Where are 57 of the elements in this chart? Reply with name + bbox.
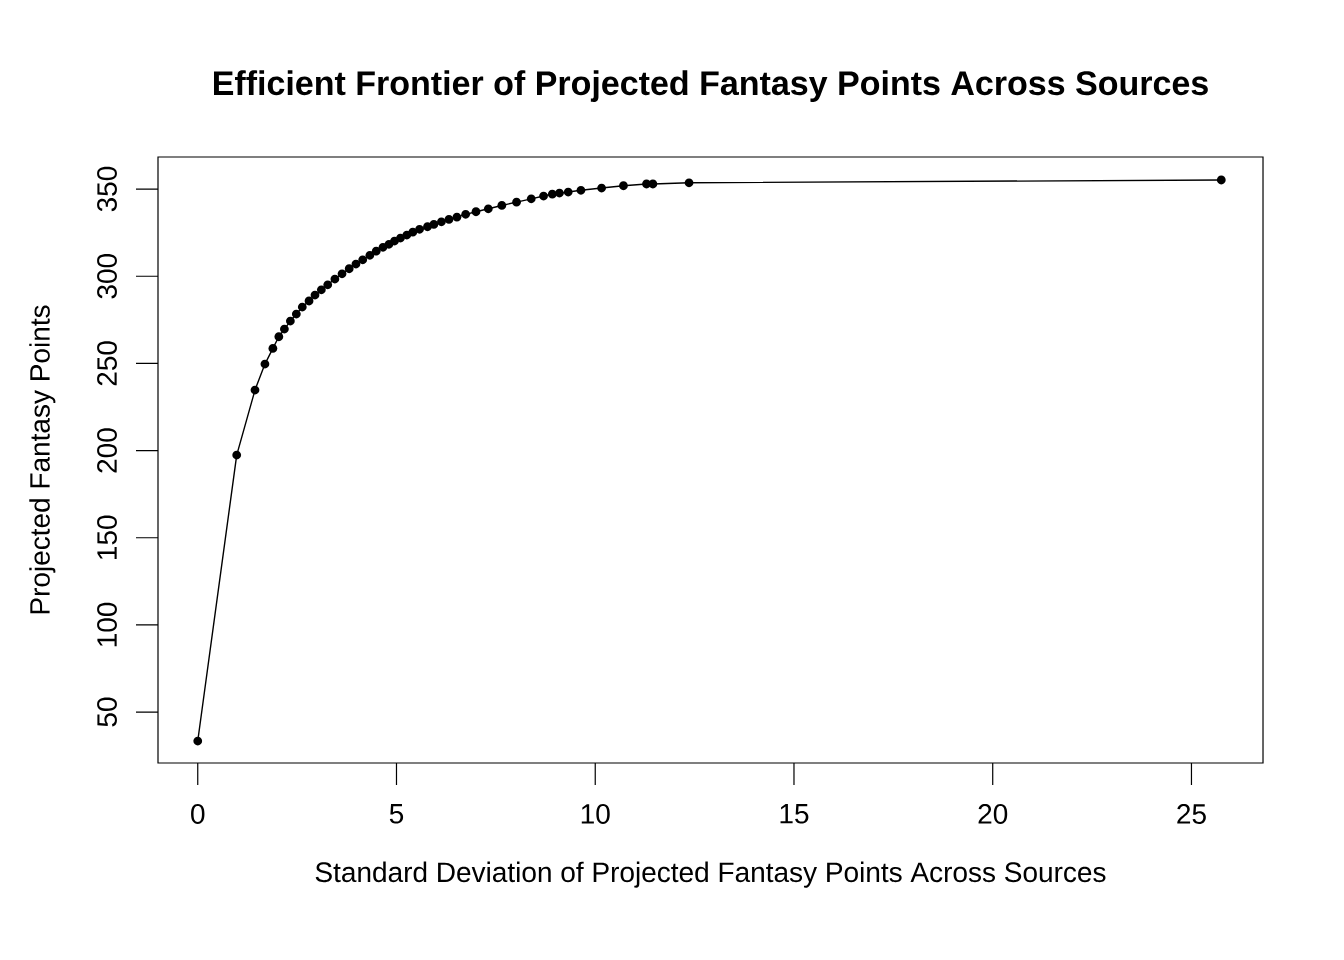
point (268, 344, 278, 353)
point (365, 250, 375, 260)
point (274, 332, 284, 342)
point (563, 187, 573, 197)
point (330, 274, 340, 284)
y-tick-label: 50 (97, 697, 117, 727)
point (344, 264, 354, 274)
point (297, 302, 307, 312)
point (539, 191, 548, 201)
chart-title: Efficient Frontier of Projected Fantasy Points Across Sources (214, 70, 1208, 102)
point (452, 212, 462, 222)
point (323, 280, 333, 290)
y-tick-label: 350 (97, 166, 117, 212)
point (444, 215, 454, 224)
y-tick-label: 200 (97, 428, 117, 473)
point (461, 209, 471, 219)
point (304, 296, 314, 306)
point (483, 204, 493, 214)
point (337, 269, 347, 279)
point (684, 178, 694, 188)
x-axis-title: Standard Deviation of Projected Fantasy Points Across Sources (315, 861, 1106, 888)
point (260, 359, 270, 369)
point (619, 181, 628, 191)
point (648, 179, 658, 189)
point (512, 197, 521, 207)
point (576, 185, 586, 195)
point (415, 224, 424, 234)
point (316, 285, 326, 295)
point (526, 194, 536, 204)
point (193, 736, 203, 746)
point (1216, 175, 1226, 185)
point (310, 290, 320, 300)
point (429, 220, 439, 229)
point (291, 309, 301, 319)
x-tick-label: 25 (1177, 804, 1206, 824)
point (497, 201, 507, 210)
point (351, 259, 361, 269)
x-tick-label: 5 (389, 804, 404, 824)
point (285, 316, 295, 326)
x-tick-label: 10 (581, 804, 610, 824)
point (232, 450, 242, 460)
y-tick-label: 100 (97, 602, 117, 647)
y-axis-title: Projected Fantasy Points (29, 305, 56, 614)
y-tick-label: 250 (97, 341, 117, 386)
x-tick-label: 0 (191, 804, 205, 824)
point (555, 188, 564, 198)
point (358, 255, 368, 265)
x-tick-label: 15 (780, 804, 809, 824)
point (597, 183, 606, 193)
point (437, 217, 446, 227)
point (280, 324, 289, 334)
point (371, 246, 381, 256)
y-tick-label: 300 (97, 253, 117, 299)
point (471, 207, 481, 217)
y-tick-label: 150 (97, 515, 117, 559)
point (250, 385, 260, 395)
x-tick-label: 20 (978, 804, 1008, 824)
